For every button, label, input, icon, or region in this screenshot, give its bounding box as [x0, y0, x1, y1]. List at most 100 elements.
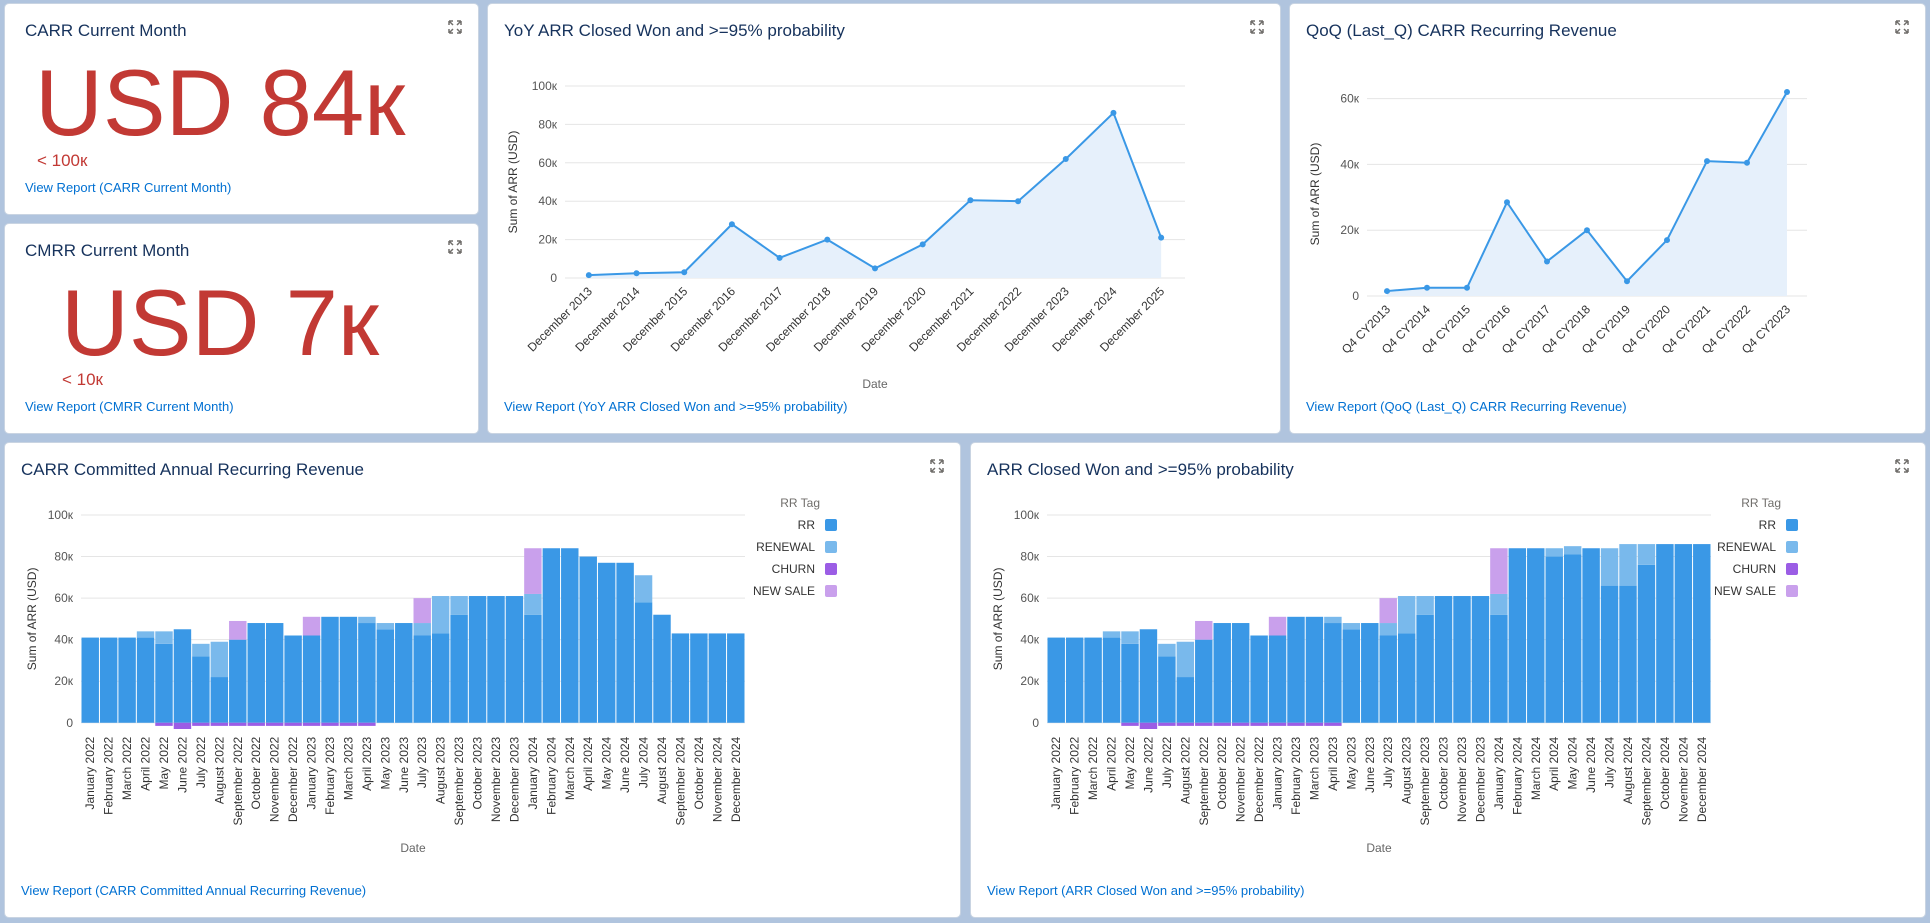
x-tick-label: February 2022: [102, 736, 116, 814]
bar-segment-new-sale: [1379, 598, 1397, 624]
x-tick-label: July 2023: [1381, 736, 1395, 788]
legend-swatch: [1786, 563, 1798, 575]
y-tick-label: 40к: [1340, 157, 1359, 171]
bar-segment-rr: [1434, 596, 1453, 723]
bar-segment-rr: [1563, 554, 1582, 723]
bar-segment-rr: [173, 629, 192, 723]
y-tick-label: 60к: [1340, 92, 1359, 106]
bar-segment-rr: [192, 656, 210, 723]
bar-segment-rr: [339, 616, 358, 723]
bar-segment-churn: [1121, 722, 1139, 726]
card-title: CARR Committed Annual Recurring Revenue: [21, 460, 364, 479]
view-report-link[interactable]: View Report (ARR Closed Won and >=95% pr…: [987, 883, 1305, 898]
bar-segment-rr: [727, 633, 745, 723]
bar-segment-rr: [265, 623, 284, 723]
bar-segment-rr: [708, 633, 727, 723]
view-report-link[interactable]: View Report (QoQ (Last_Q) CARR Recurring…: [1306, 399, 1627, 414]
data-point: [1544, 258, 1550, 265]
bar-segment-renewal: [376, 623, 395, 630]
y-tick-label: 20к: [1020, 674, 1039, 688]
expand-icon[interactable]: [1250, 20, 1264, 34]
data-point: [967, 197, 974, 204]
y-tick-label: 60к: [54, 591, 73, 605]
metric-target: < 10к: [62, 370, 103, 389]
x-tick-label: March 2023: [1307, 736, 1321, 800]
bar-segment-renewal: [1379, 623, 1397, 636]
metric-value: USD 7к: [61, 270, 379, 375]
metric-value: USD 84к: [35, 50, 406, 155]
expand-icon[interactable]: [930, 459, 944, 473]
bar-segment-rr: [155, 643, 173, 723]
bar-segment-churn: [155, 722, 173, 726]
card-title: CARR Current Month: [25, 21, 187, 40]
bar-segment-renewal: [431, 596, 450, 634]
bar-segment-rr: [468, 596, 487, 723]
x-tick-label: February 2023: [1289, 736, 1303, 814]
legend-swatch: [1786, 585, 1798, 597]
bar-segment-rr: [1176, 677, 1195, 723]
x-tick-label: October 2024: [692, 736, 706, 809]
view-report-link[interactable]: View Report (CARR Committed Annual Recur…: [21, 883, 367, 898]
y-tick-label: 100к: [1014, 508, 1040, 522]
expand-icon[interactable]: [448, 240, 462, 254]
cmrr-current-month-card: CMRR Current Month USD 7к < 10к View Rep…: [5, 224, 478, 433]
x-tick-label: March 2022: [120, 736, 134, 800]
x-tick-label: June 2022: [1141, 736, 1155, 792]
bar-segment-rr: [1250, 635, 1268, 723]
expand-icon[interactable]: [1895, 20, 1909, 34]
data-point: [1424, 284, 1430, 291]
x-tick-label: November 2024: [1676, 736, 1690, 822]
bar-segment-new-sale: [302, 616, 321, 636]
x-tick-label: March 2024: [1529, 736, 1543, 800]
data-point: [1015, 198, 1022, 205]
x-tick-label: May 2024: [1566, 736, 1580, 789]
expand-icon[interactable]: [448, 20, 462, 34]
bar-segment-rr: [1158, 656, 1176, 723]
legend-label: RENEWAL: [756, 540, 815, 554]
expand-icon[interactable]: [1895, 459, 1909, 473]
view-report-link[interactable]: View Report (CARR Current Month): [25, 180, 232, 195]
view-report-link[interactable]: View Report (YoY ARR Closed Won and >=95…: [504, 399, 848, 414]
bar-segment-rr: [431, 633, 450, 723]
y-tick-label: 40к: [538, 194, 557, 208]
data-point: [1158, 234, 1165, 241]
x-tick-label: August 2022: [212, 736, 226, 804]
bar-segment-rr: [1527, 548, 1545, 723]
card-title: QoQ (Last_Q) CARR Recurring Revenue: [1306, 21, 1617, 40]
x-tick-label: April 2022: [1105, 736, 1119, 790]
bar-segment-churn: [321, 722, 339, 726]
bar-segment-rr: [1471, 596, 1490, 723]
series-area: [588, 112, 1162, 278]
bar-segment-rr: [1545, 556, 1563, 723]
legend-title: RR Tag: [780, 496, 820, 510]
bar-segment-new-sale: [1195, 620, 1213, 640]
data-point: [681, 269, 688, 276]
x-tick-label: August 2023: [1400, 736, 1414, 804]
bar-segment-churn: [1231, 722, 1250, 726]
x-tick-label: January 2024: [526, 736, 540, 809]
bar-segment-churn: [1158, 722, 1176, 726]
x-tick-label: November 2023: [489, 736, 503, 822]
bar-segment-rr: [247, 623, 265, 723]
x-tick-label: January 2022: [83, 736, 97, 809]
data-point: [1784, 89, 1790, 95]
bar-segment-renewal: [450, 596, 468, 615]
bar-segment-renewal: [1121, 631, 1139, 644]
bar-segment-rr: [487, 596, 505, 723]
data-point: [919, 241, 926, 248]
view-report-link[interactable]: View Report (CMRR Current Month): [25, 399, 234, 414]
bar-segment-rr: [1324, 623, 1342, 723]
bar-segment-rr: [1453, 596, 1471, 723]
legend-label: NEW SALE: [753, 584, 815, 598]
qoq-carr-card: QoQ (Last_Q) CARR Recurring Revenue 0 20к…: [1290, 4, 1925, 433]
legend-swatch: [825, 541, 837, 553]
bar-segment-rr: [1213, 623, 1231, 723]
x-tick-label: September 2023: [1418, 736, 1432, 825]
y-tick-label: 0: [550, 271, 557, 285]
bar-segment-rr: [671, 633, 690, 723]
x-tick-label: March 2022: [1086, 736, 1100, 800]
bar-segment-rr: [542, 548, 561, 723]
y-tick-label: 60к: [538, 156, 557, 170]
bar-segment-rr: [634, 602, 653, 723]
bar-segment-rr: [561, 548, 579, 723]
